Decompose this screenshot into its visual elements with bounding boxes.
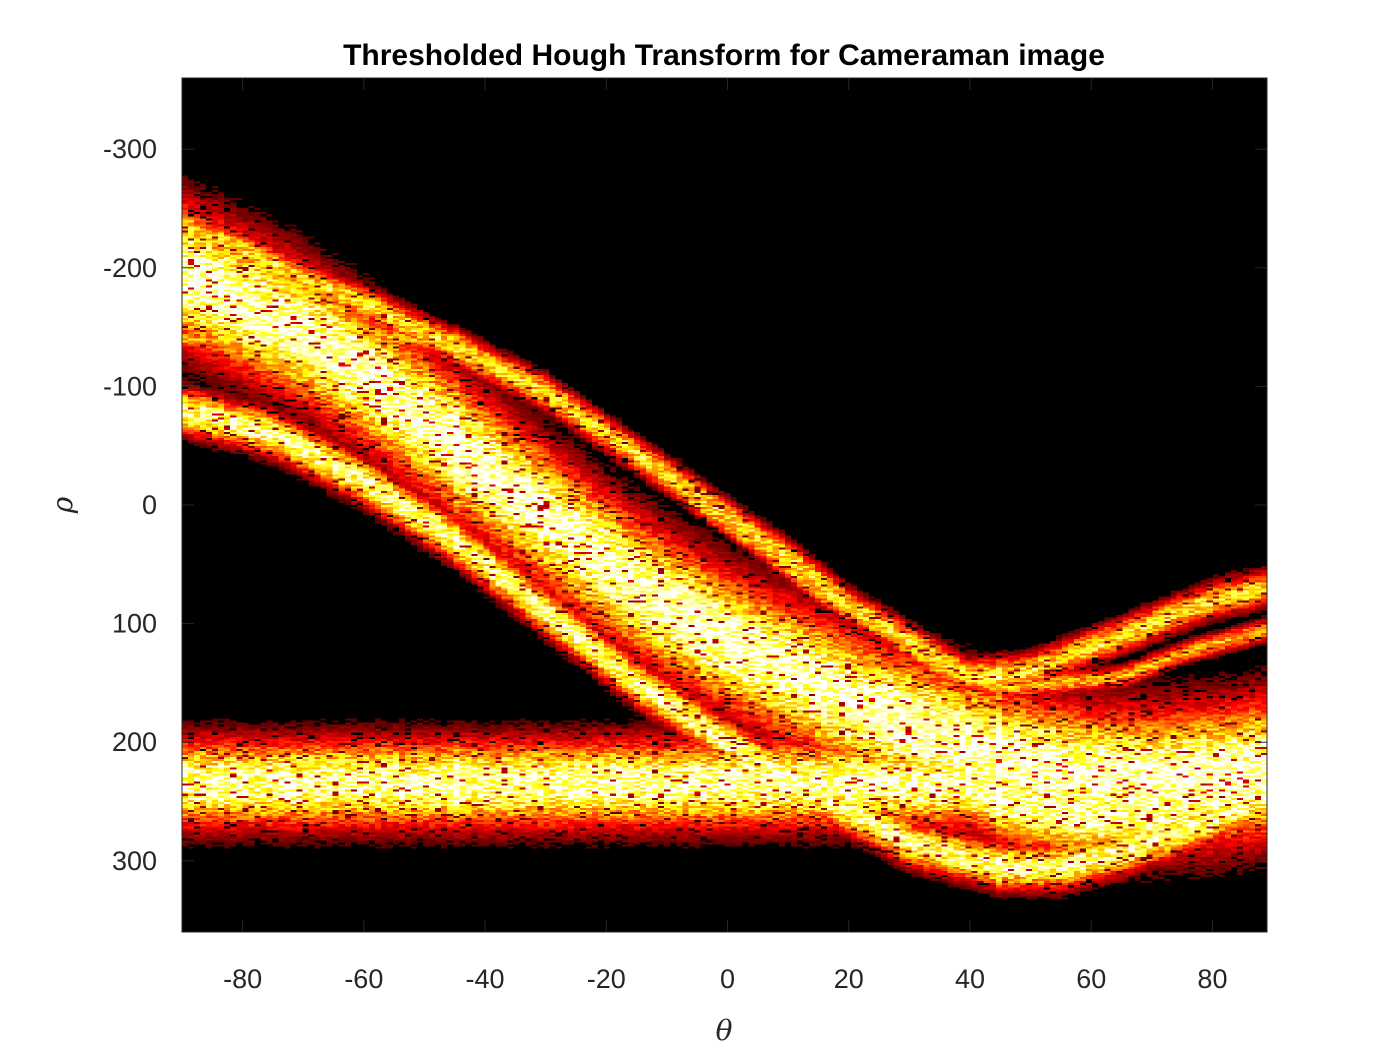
x-tick-label: 40 — [955, 964, 985, 994]
x-tick-label: -20 — [587, 964, 626, 994]
y-tick-label: -100 — [103, 371, 157, 401]
heatmap-image — [182, 78, 1267, 932]
axis-ticks: -80 -60 -40 -20 0 20 40 60 80-300-200-1000100200… — [103, 78, 1267, 994]
y-axis-label: ρ — [46, 496, 79, 514]
y-tick-label: 300 — [112, 846, 157, 876]
x-tick-label: -40 — [466, 964, 505, 994]
y-tick-label: -300 — [103, 134, 157, 164]
y-tick-label: 0 — [142, 490, 157, 520]
x-axis-label: θ — [716, 1014, 733, 1047]
x-tick-label: -60 — [344, 964, 383, 994]
heatmap-cells — [182, 78, 1267, 932]
x-tick-label: -80 — [223, 964, 262, 994]
x-tick-label: 60 — [1076, 964, 1106, 994]
y-tick-label: -200 — [103, 253, 157, 283]
y-tick-label: 100 — [112, 609, 157, 639]
x-tick-label: 80 — [1197, 964, 1227, 994]
x-tick-label: 20 — [834, 964, 864, 994]
chart-title: Thresholded Hough Transform for Camerama… — [343, 39, 1105, 72]
y-tick-label: 200 — [112, 727, 157, 757]
x-tick-label: 0 — [720, 964, 735, 994]
